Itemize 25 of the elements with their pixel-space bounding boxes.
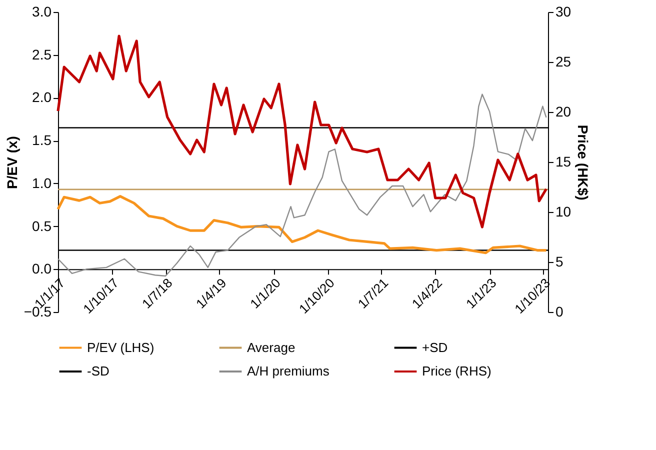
line-series <box>56 34 548 228</box>
y-tick-label: 0.0 <box>32 260 52 277</box>
y-tick-label: 2.5 <box>32 46 52 62</box>
y2-tick-label: 20 <box>556 104 572 120</box>
legend-label: -SD <box>87 364 110 378</box>
legend-label: A/H premiums <box>247 364 330 378</box>
y2-tick-label: 0 <box>556 304 564 320</box>
y2-tick-label: 30 <box>556 4 572 20</box>
y-tick-label: 0.5 <box>32 218 52 234</box>
y-tick-label: 2.0 <box>32 89 52 106</box>
legend-label: Average <box>247 340 296 355</box>
y-tick-label: 1.0 <box>32 174 52 191</box>
y2-tick-label: 25 <box>556 54 572 70</box>
legend-label: Price (RHS) <box>422 364 492 378</box>
y-tick-label: 3.0 <box>32 4 52 20</box>
line-series <box>57 94 547 277</box>
legend-label: +SD <box>422 340 448 355</box>
y2-tick-label: 15 <box>556 154 572 170</box>
line-series <box>56 194 548 254</box>
y-tick-label: 1.5 <box>32 132 52 148</box>
y2-tick-label: 10 <box>556 204 572 220</box>
y-axis-title: P/EV (x) <box>4 136 20 189</box>
legend-label: P/EV (LHS) <box>87 340 154 355</box>
y2-axis-title: Price (HK$) <box>575 124 592 200</box>
y2-tick-label: 5 <box>556 254 564 270</box>
